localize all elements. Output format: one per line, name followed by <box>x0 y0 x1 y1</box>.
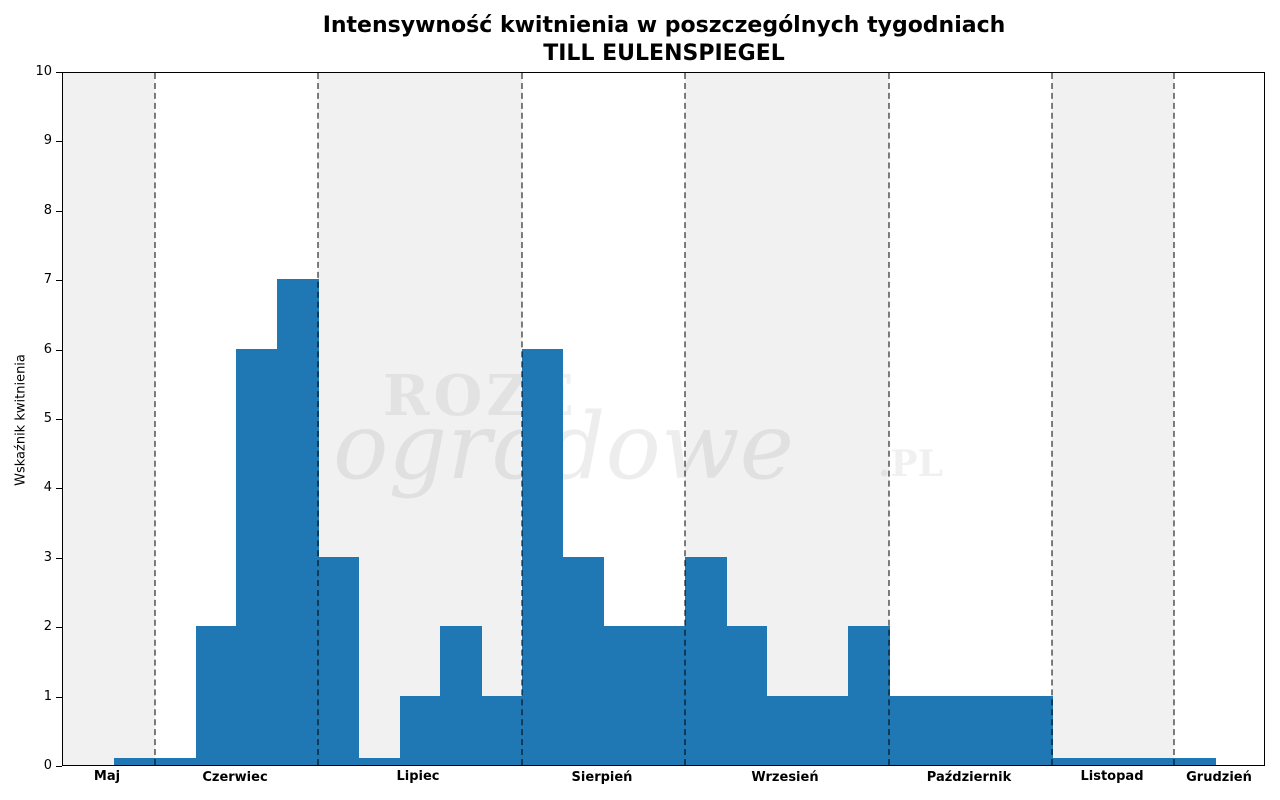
y-tick <box>56 766 62 767</box>
month-band <box>1052 73 1174 765</box>
chart-title: Intensywność kwitnienia w poszczególnych… <box>322 13 1006 38</box>
y-tick <box>56 419 62 420</box>
month-label: Listopad <box>1080 769 1144 784</box>
bar <box>930 695 972 765</box>
y-tick-label: 1 <box>43 689 52 704</box>
bar <box>358 758 401 765</box>
y-tick-label: 0 <box>43 758 52 773</box>
month-divider <box>317 73 319 765</box>
y-tick-label: 6 <box>43 342 52 357</box>
bar <box>481 695 523 765</box>
bar <box>889 695 931 765</box>
y-tick <box>56 697 62 698</box>
bar <box>970 695 1013 765</box>
bar <box>195 626 237 765</box>
y-tick <box>56 280 62 281</box>
y-tick <box>56 627 62 628</box>
bar <box>766 695 809 765</box>
month-divider <box>1051 73 1053 765</box>
month-divider <box>684 73 686 765</box>
y-tick-label: 9 <box>43 133 52 148</box>
y-tick <box>56 558 62 559</box>
month-label: Grudzień <box>1186 770 1252 785</box>
chart-subtitle: TILL EULENSPIEGEL <box>543 41 785 66</box>
bar <box>318 556 360 765</box>
y-tick-label: 2 <box>43 619 52 634</box>
bar <box>114 758 156 765</box>
y-tick-label: 3 <box>43 550 52 565</box>
y-tick-label: 7 <box>43 272 52 287</box>
month-divider <box>888 73 890 765</box>
bar <box>603 626 645 765</box>
month-label: Sierpień <box>571 770 633 785</box>
bar <box>726 626 768 765</box>
month-label: Październik <box>926 770 1012 785</box>
month-label: Lipiec <box>396 769 440 784</box>
y-tick <box>56 488 62 489</box>
month-divider <box>1173 73 1175 765</box>
bar <box>1174 758 1217 765</box>
y-tick-label: 8 <box>43 203 52 218</box>
bar <box>1093 758 1135 765</box>
month-divider <box>521 73 523 765</box>
bar <box>1052 758 1094 765</box>
bar <box>848 626 890 765</box>
y-tick-label: 5 <box>43 411 52 426</box>
bar <box>154 758 197 765</box>
month-label: Maj <box>93 769 121 784</box>
bar <box>644 626 686 765</box>
bar <box>440 626 482 765</box>
month-band <box>63 73 155 765</box>
bar <box>277 279 319 765</box>
y-tick <box>56 350 62 351</box>
y-tick <box>56 211 62 212</box>
y-tick <box>56 141 62 142</box>
bar <box>685 556 727 765</box>
bar <box>236 348 278 765</box>
bar <box>807 695 849 765</box>
month-divider <box>154 73 156 765</box>
bar <box>522 348 564 765</box>
plot-area: ROZE ogrodowe .PL <box>62 72 1265 766</box>
bar <box>562 556 605 765</box>
y-tick-label: 4 <box>43 480 52 495</box>
y-tick-label: 10 <box>35 64 52 79</box>
month-label: Czerwiec <box>202 770 268 785</box>
bar <box>1134 758 1176 765</box>
month-label: Wrzesień <box>751 770 819 785</box>
y-tick <box>56 72 62 73</box>
bar <box>399 695 441 765</box>
bar <box>1011 695 1053 765</box>
